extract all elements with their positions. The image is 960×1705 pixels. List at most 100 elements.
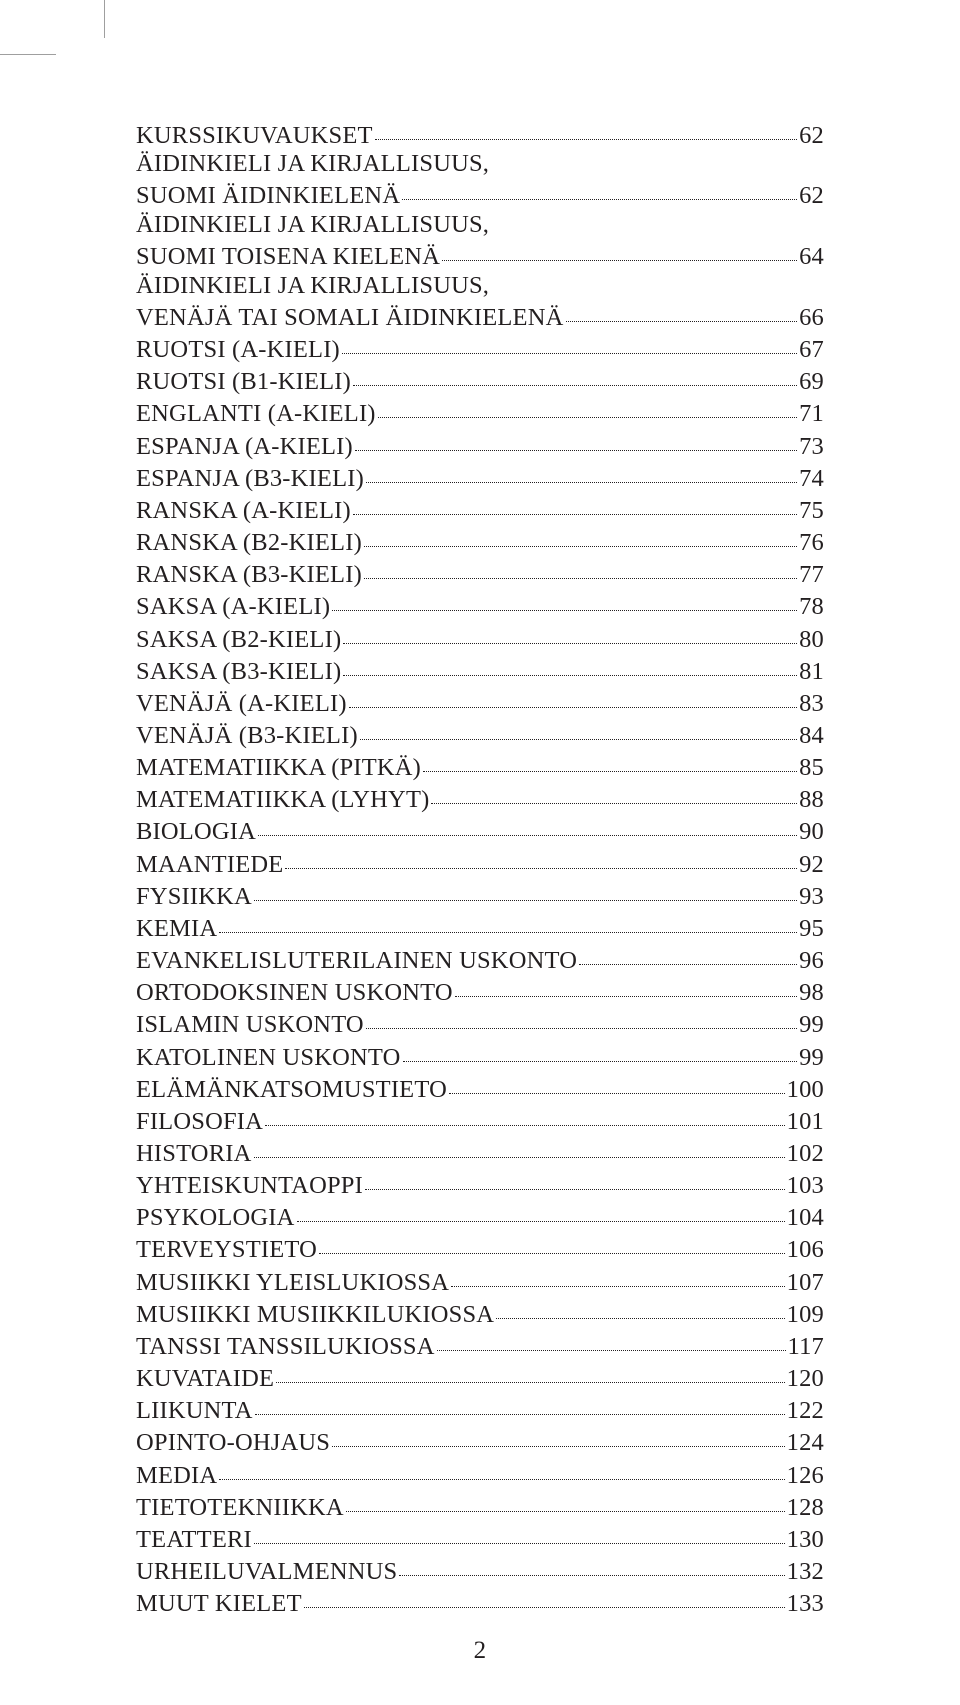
toc-entry-page: 77	[799, 561, 824, 590]
toc-entry: MUSIIKKI YLEISLUKIOSSA107	[136, 1265, 824, 1297]
toc-entry: RANSKA (B2-KIELI)76	[136, 526, 824, 558]
toc-leader-dots	[364, 558, 797, 583]
toc-entry: VENÄJÄ (B3-KIELI)84	[136, 718, 824, 750]
toc-leader-dots	[437, 1329, 786, 1354]
toc-leader-dots	[566, 300, 798, 325]
toc-entry-label: YHTEISKUNTAOPPI	[136, 1172, 363, 1201]
toc-entry-page: 99	[799, 1011, 824, 1040]
toc-entry-page: 85	[799, 754, 824, 783]
table-of-contents: KURSSIKUVAUKSET62ÄIDINKIELI JA KIRJALLIS…	[136, 118, 824, 1619]
toc-entry: MAANTIEDE 92	[136, 847, 824, 879]
document-page: KURSSIKUVAUKSET62ÄIDINKIELI JA KIRJALLIS…	[0, 0, 960, 1705]
toc-leader-dots	[254, 1137, 785, 1162]
toc-entry-page: 122	[787, 1397, 824, 1426]
toc-entry: EVANKELISLUTERILAINEN USKONTO96	[136, 944, 824, 976]
toc-entry-page: 103	[787, 1172, 824, 1201]
toc-entry: FYSIIKKA93	[136, 879, 824, 911]
toc-entry-label: TIETOTEKNIIKKA	[136, 1494, 344, 1523]
toc-entry: ELÄMÄNKATSOMUSTIETO 100	[136, 1072, 824, 1104]
toc-leader-dots	[258, 815, 797, 840]
toc-leader-dots	[496, 1297, 784, 1322]
toc-entry-page: 117	[788, 1333, 824, 1362]
toc-leader-dots	[219, 911, 797, 936]
toc-leader-dots	[449, 1072, 785, 1097]
toc-entry-page: 64	[799, 243, 824, 272]
toc-entry-label: KUVATAIDE	[136, 1365, 274, 1394]
page-number: 2	[136, 1637, 824, 1665]
toc-entry-label: ORTODOKSINEN USKONTO	[136, 979, 453, 1008]
toc-entry: TANSSI TANSSILUKIOSSA117	[136, 1329, 824, 1361]
toc-entry-label: ISLAMIN USKONTO	[136, 1011, 364, 1040]
toc-entry-page: 102	[787, 1140, 824, 1169]
toc-entry: SAKSA (B2-KIELI)80	[136, 622, 824, 654]
toc-entry: FILOSOFIA 101	[136, 1104, 824, 1136]
toc-entry-label: SAKSA (B3-KIELI)	[136, 658, 341, 687]
toc-entry: MUSIIKKI MUSIIKKILUKIOSSA109	[136, 1297, 824, 1329]
toc-entry-page: 66	[799, 304, 824, 333]
toc-leader-dots	[254, 1522, 785, 1547]
toc-leader-dots	[355, 429, 797, 454]
toc-entry-page: 81	[799, 658, 824, 687]
toc-entry-label: RANSKA (B3-KIELI)	[136, 561, 362, 590]
toc-entry: KURSSIKUVAUKSET62	[136, 118, 824, 150]
toc-entry: ISLAMIN USKONTO 99	[136, 1008, 824, 1040]
toc-leader-dots	[579, 944, 797, 969]
toc-entry-page: 126	[787, 1462, 824, 1491]
toc-entry: ORTODOKSINEN USKONTO98	[136, 976, 824, 1008]
toc-entry-page: 120	[787, 1365, 824, 1394]
toc-entry-page: 99	[799, 1044, 824, 1073]
toc-entry: MEDIA126	[136, 1458, 824, 1490]
toc-leader-dots	[378, 397, 797, 422]
toc-entry-label: RUOTSI (A-KIELI)	[136, 336, 340, 365]
toc-entry-label: EVANKELISLUTERILAINEN USKONTO	[136, 947, 577, 976]
toc-leader-dots	[366, 461, 797, 486]
toc-entry-label: SAKSA (A-KIELI)	[136, 593, 330, 622]
toc-entry-label: ÄIDINKIELI JA KIRJALLISUUS,	[136, 272, 489, 299]
toc-entry-label: MAANTIEDE	[136, 851, 283, 880]
toc-entry-label: ÄIDINKIELI JA KIRJALLISUUS,	[136, 211, 489, 238]
toc-entry-page: 62	[799, 182, 824, 211]
toc-entry-page: 92	[799, 851, 824, 880]
toc-entry: URHEILUVALMENNUS132	[136, 1555, 824, 1587]
toc-entry-page: 106	[787, 1236, 824, 1265]
toc-entry-page: 90	[799, 818, 824, 847]
toc-entry-label: ESPANJA (B3-KIELI)	[136, 465, 364, 494]
toc-entry: KEMIA95	[136, 911, 824, 943]
toc-entry-label: ENGLANTI (A-KIELI)	[136, 400, 376, 429]
toc-entry: MATEMATIIKKA (LYHYT)88	[136, 783, 824, 815]
toc-entry: LIIKUNTA 122	[136, 1394, 824, 1426]
toc-entry-label: MATEMATIIKKA (PITKÄ)	[136, 754, 421, 783]
toc-leader-dots	[346, 1490, 785, 1515]
toc-entry-page: 62	[799, 122, 824, 151]
toc-entry-label: FILOSOFIA	[136, 1108, 263, 1137]
toc-entry-page: 128	[787, 1494, 824, 1523]
toc-entry-label: ÄIDINKIELI JA KIRJALLISUUS,	[136, 150, 489, 177]
toc-leader-dots	[276, 1362, 784, 1387]
toc-entry-page: 83	[799, 690, 824, 719]
toc-entry-label: RANSKA (A-KIELI)	[136, 497, 351, 526]
toc-entry: RUOTSI (B1-KIELI)69	[136, 365, 824, 397]
toc-entry-page: 67	[799, 336, 824, 365]
toc-entry-label: LIIKUNTA	[136, 1397, 253, 1426]
toc-entry: ENGLANTI (A-KIELI) 71	[136, 397, 824, 429]
toc-entry-label: SUOMI ÄIDINKIELENÄ	[136, 182, 400, 211]
toc-leader-dots	[265, 1104, 785, 1129]
toc-entry-page: 101	[787, 1108, 824, 1137]
toc-entry: RUOTSI (A-KIELI) 67	[136, 333, 824, 365]
toc-entry: BIOLOGIA 90	[136, 815, 824, 847]
toc-entry: YHTEISKUNTAOPPI 103	[136, 1169, 824, 1201]
toc-leader-dots	[353, 493, 797, 518]
toc-entry-page: 100	[787, 1076, 824, 1105]
toc-leader-dots	[353, 365, 797, 390]
toc-entry-label: VENÄJÄ TAI SOMALI ÄIDINKIELENÄ	[136, 304, 564, 333]
toc-entry-page: 132	[787, 1558, 824, 1587]
toc-entry-page: 73	[799, 433, 824, 462]
toc-entry-line1: ÄIDINKIELI JA KIRJALLISUUS,	[136, 150, 824, 179]
toc-entry-label: ELÄMÄNKATSOMUSTIETO	[136, 1076, 447, 1105]
toc-entry-page: 84	[799, 722, 824, 751]
toc-entry: MUUT KIELET133	[136, 1587, 824, 1619]
toc-entry-page: 71	[799, 400, 824, 429]
toc-entry-label: BIOLOGIA	[136, 818, 256, 847]
toc-leader-dots	[365, 1169, 785, 1194]
toc-entry-label: VENÄJÄ (A-KIELI)	[136, 690, 347, 719]
